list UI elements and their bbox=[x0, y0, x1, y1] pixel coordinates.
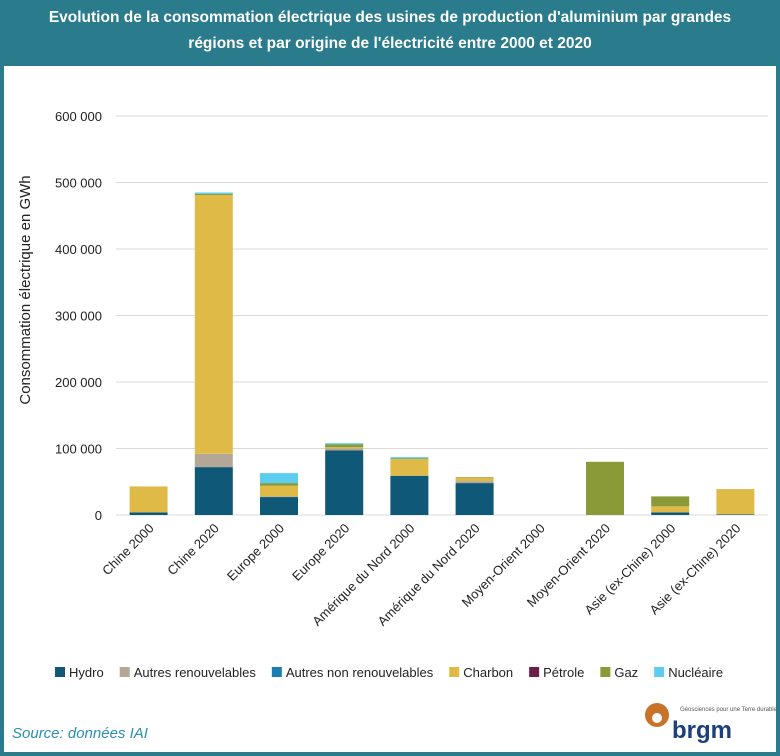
chart-title: Evolution de la consommation électrique … bbox=[49, 9, 731, 26]
legend-swatch bbox=[271, 667, 282, 677]
bar-segment bbox=[390, 475, 429, 515]
bar-segment bbox=[260, 485, 298, 497]
bar-segment bbox=[325, 450, 364, 515]
bar-segment bbox=[586, 461, 624, 515]
chart-subtitle: régions et par origine de l'électricité … bbox=[188, 35, 591, 52]
legend-label: Charbon bbox=[463, 665, 513, 680]
legend-label: Hydro bbox=[69, 665, 104, 680]
logo-name: brgm bbox=[672, 717, 732, 744]
legend-label: Gaz bbox=[614, 665, 638, 680]
legend-label: Autres renouvelables bbox=[134, 665, 257, 680]
bar-segment bbox=[716, 514, 755, 515]
legend-swatch bbox=[529, 667, 540, 677]
bar-segment bbox=[325, 443, 364, 445]
bar-segment bbox=[129, 512, 168, 515]
logo-tagline: Géosciences pour une Terre durable bbox=[680, 707, 778, 713]
logo-icon bbox=[652, 713, 662, 723]
legend-label: Autres non renouvelables bbox=[286, 665, 434, 680]
bar-segment bbox=[651, 506, 690, 513]
y-axis-label: Consommation électrique en GWh bbox=[17, 175, 34, 404]
y-tick-label: 0 bbox=[95, 508, 102, 523]
y-tick-label: 100 000 bbox=[55, 442, 102, 457]
bar-segment bbox=[390, 457, 429, 459]
bar-segment bbox=[194, 193, 233, 196]
bar-segment bbox=[194, 453, 233, 468]
bar-segment bbox=[194, 467, 233, 515]
bar-segment bbox=[651, 512, 690, 515]
y-tick-label: 300 000 bbox=[55, 309, 102, 324]
y-tick-label: 200 000 bbox=[55, 375, 102, 390]
bar-segment bbox=[260, 473, 298, 484]
legend-swatch bbox=[449, 667, 460, 677]
y-tick-label: 500 000 bbox=[55, 176, 102, 191]
bar-segment bbox=[194, 195, 233, 454]
bar-segment bbox=[260, 496, 298, 498]
y-tick-label: 400 000 bbox=[55, 242, 102, 257]
bar-segment bbox=[325, 448, 364, 451]
legend-label: Pétrole bbox=[543, 665, 584, 680]
y-tick-label: 600 000 bbox=[55, 109, 102, 124]
bar-segment bbox=[260, 483, 298, 486]
legend-swatch bbox=[55, 667, 65, 677]
bar-segment bbox=[390, 458, 429, 460]
legend-label: Nucléaire bbox=[668, 665, 723, 680]
bar-segment bbox=[390, 459, 429, 476]
bar-segment bbox=[455, 481, 494, 484]
bar-segment bbox=[651, 496, 690, 507]
source: Source: données IAI bbox=[12, 725, 148, 742]
legend-swatch bbox=[119, 667, 130, 677]
bar-segment bbox=[325, 447, 364, 449]
bar-segment bbox=[260, 497, 298, 515]
bar-segment bbox=[129, 486, 168, 513]
legend-swatch bbox=[600, 667, 611, 677]
bar-segment bbox=[455, 483, 494, 515]
bar-segment bbox=[455, 477, 494, 482]
legend-swatch bbox=[654, 667, 665, 677]
bar-segment bbox=[325, 444, 364, 448]
panel bbox=[4, 66, 776, 752]
bar-segment bbox=[194, 192, 233, 194]
bar-segment bbox=[716, 489, 755, 515]
bar-segment bbox=[455, 477, 494, 478]
